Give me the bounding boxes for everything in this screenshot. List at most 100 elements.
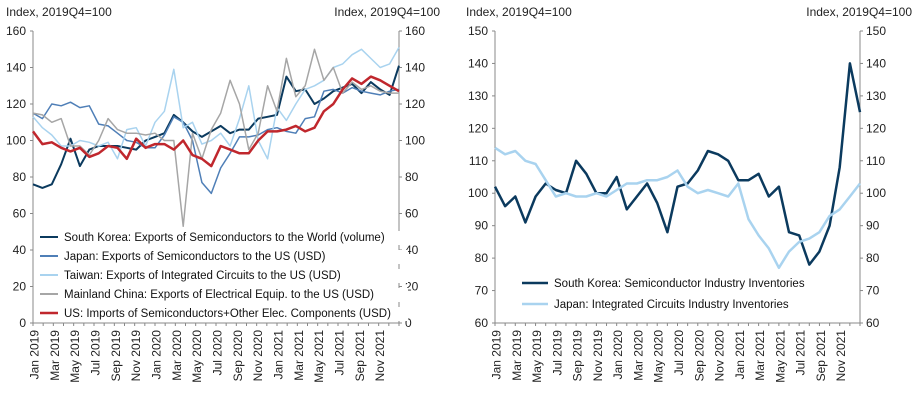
left-xtick-label: Jul 2019 xyxy=(89,330,103,376)
left-chart-series xyxy=(31,47,400,228)
left-ytick-left: 60 xyxy=(13,207,27,221)
right-xtick-label: May 2021 xyxy=(773,330,787,383)
left-xtick-label: Sep 2020 xyxy=(231,330,245,382)
right-xtick-label: Mar 2021 xyxy=(753,330,767,381)
left-chart-y-axis-left: 0 20 40 60 80 100 120 140 160 xyxy=(6,24,34,330)
left-xtick-label: Jan 2021 xyxy=(272,330,286,380)
right-ytick-left: 80 xyxy=(475,251,489,265)
right-xtick-label: Sep 2019 xyxy=(571,330,585,382)
left-ytick-left: 100 xyxy=(6,134,26,148)
right-legend-bg xyxy=(520,298,850,312)
left-chart-unit-right: Index, 2019Q4=100 xyxy=(334,5,440,19)
left-legend-bg xyxy=(38,307,408,321)
right-ytick-left: 60 xyxy=(475,316,489,330)
left-xtick-label: Jan 2020 xyxy=(150,330,164,380)
left-legend-label-4: US: Imports of Semiconductors+Other Elec… xyxy=(64,308,391,320)
right-xtick-label: May 2019 xyxy=(530,330,544,383)
left-ytick-left: 80 xyxy=(13,170,27,184)
left-ytick-left: 160 xyxy=(6,24,26,38)
right-chart-y-axis-right: 60 70 80 90 100 110 120 130 140 150 xyxy=(859,24,886,330)
right-ytick-left: 90 xyxy=(475,219,489,233)
left-ytick-left: 40 xyxy=(13,243,27,257)
right-xtick-label: Mar 2019 xyxy=(510,330,524,381)
right-ytick-right: 70 xyxy=(866,284,880,298)
right-ytick-right: 140 xyxy=(866,56,886,70)
right-xtick-label: Jul 2021 xyxy=(794,330,808,376)
right-chart-unit-left: Index, 2019Q4=100 xyxy=(466,5,572,19)
right-ytick-left: 110 xyxy=(469,154,488,168)
right-xtick-label: Nov 2021 xyxy=(834,330,848,382)
right-ytick-left: 120 xyxy=(468,121,488,135)
right-xtick-label: Nov 2020 xyxy=(713,330,727,382)
left-chart-x-axis: Jan 2019 Mar 2019 May 2019 Jul 2019 Sep 2019… xyxy=(28,322,400,383)
left-xtick-label: Mar 2019 xyxy=(48,330,62,381)
right-xtick-label: Jan 2019 xyxy=(490,330,504,380)
right-ytick-right: 80 xyxy=(866,251,880,265)
left-ytick-left: 140 xyxy=(6,61,26,75)
right-xtick-label: Sep 2021 xyxy=(814,330,828,382)
left-xtick-label: Nov 2021 xyxy=(373,330,387,382)
left-legend-label-1: Japan: Exports of Semiconductors to the … xyxy=(64,251,326,263)
right-series-line-0 xyxy=(493,62,862,266)
left-xtick-label: Sep 2021 xyxy=(353,330,367,382)
left-xtick-label: May 2019 xyxy=(68,330,82,383)
left-xtick-label: Jan 2019 xyxy=(28,330,42,380)
left-ytick-left: 0 xyxy=(19,316,26,330)
right-xtick-label: Nov 2019 xyxy=(591,330,605,382)
right-xtick-label: Jul 2019 xyxy=(550,330,564,376)
left-xtick-label: May 2021 xyxy=(312,330,326,383)
left-series-line-2 xyxy=(32,47,400,160)
right-ytick-right: 130 xyxy=(866,89,886,103)
left-legend-bg xyxy=(38,288,408,302)
right-legend-label-0: South Korea: Semiconductor Industry Inve… xyxy=(554,278,805,290)
left-xtick-label: May 2020 xyxy=(190,330,204,383)
left-chart-y-axis-right: 0 20 40 60 80 100 120 140 160 xyxy=(398,24,425,330)
left-series-line-4 xyxy=(31,75,400,168)
right-chart-unit-right: Index, 2019Q4=100 xyxy=(806,5,912,19)
right-xtick-label: Jul 2020 xyxy=(672,330,686,376)
right-xtick-label: May 2020 xyxy=(652,330,666,383)
right-ytick-right: 90 xyxy=(866,219,880,233)
right-series-line-1 xyxy=(494,146,861,270)
right-ytick-left: 150 xyxy=(468,24,488,38)
left-xtick-label: Sep 2019 xyxy=(109,330,123,382)
left-xtick-label: Mar 2021 xyxy=(292,330,306,381)
left-legend-label-0: South Korea: Exports of Semiconductors t… xyxy=(64,232,385,244)
right-ytick-left: 70 xyxy=(475,284,489,298)
left-chart-unit-left: Index, 2019Q4=100 xyxy=(6,5,112,19)
right-ytick-left: 130 xyxy=(468,89,488,103)
right-legend-label-1: Japan: Integrated Circuits Industry Inve… xyxy=(554,299,789,311)
left-chart: Index, 2019Q4=100 Index, 2019Q4=100 0 20 4… xyxy=(6,5,440,383)
right-xtick-label: Mar 2020 xyxy=(631,330,645,381)
right-xtick-label: Sep 2020 xyxy=(692,330,706,382)
left-ytick-right: 120 xyxy=(405,97,425,111)
left-ytick-right: 140 xyxy=(405,61,425,75)
left-legend-bg xyxy=(38,250,408,264)
left-xtick-label: Nov 2019 xyxy=(129,330,143,382)
left-ytick-right: 40 xyxy=(405,243,419,257)
right-ytick-left: 100 xyxy=(468,186,488,200)
left-ytick-left: 20 xyxy=(13,280,27,294)
left-ytick-left: 120 xyxy=(6,97,26,111)
right-chart-legend: South Korea: Semiconductor Industry Inve… xyxy=(520,277,850,312)
right-ytick-left: 140 xyxy=(468,56,488,70)
left-ytick-right: 160 xyxy=(405,24,425,38)
right-xtick-label: Jan 2021 xyxy=(733,330,747,380)
right-ytick-right: 100 xyxy=(866,186,886,200)
left-series-line-1 xyxy=(32,86,400,195)
right-ytick-right: 60 xyxy=(866,316,880,330)
left-xtick-label: Mar 2020 xyxy=(170,330,184,381)
left-ytick-right: 60 xyxy=(405,207,419,221)
right-chart: Index, 2019Q4=100 Index, 2019Q4=100 60 70… xyxy=(466,5,912,383)
left-xtick-label: Nov 2020 xyxy=(251,330,265,382)
right-xtick-label: Jan 2020 xyxy=(611,330,625,380)
left-legend-label-2: Taiwan: Exports of Integrated Circuits t… xyxy=(64,270,341,282)
left-xtick-label: Jul 2021 xyxy=(333,330,347,376)
left-series-line-0 xyxy=(32,65,400,189)
left-ytick-right: 100 xyxy=(405,134,425,148)
left-legend-bg xyxy=(38,231,408,245)
right-ytick-right: 110 xyxy=(866,154,885,168)
right-ytick-right: 120 xyxy=(866,121,886,135)
left-legend-label-3: Mainland China: Exports of Electrical Eq… xyxy=(64,289,374,301)
